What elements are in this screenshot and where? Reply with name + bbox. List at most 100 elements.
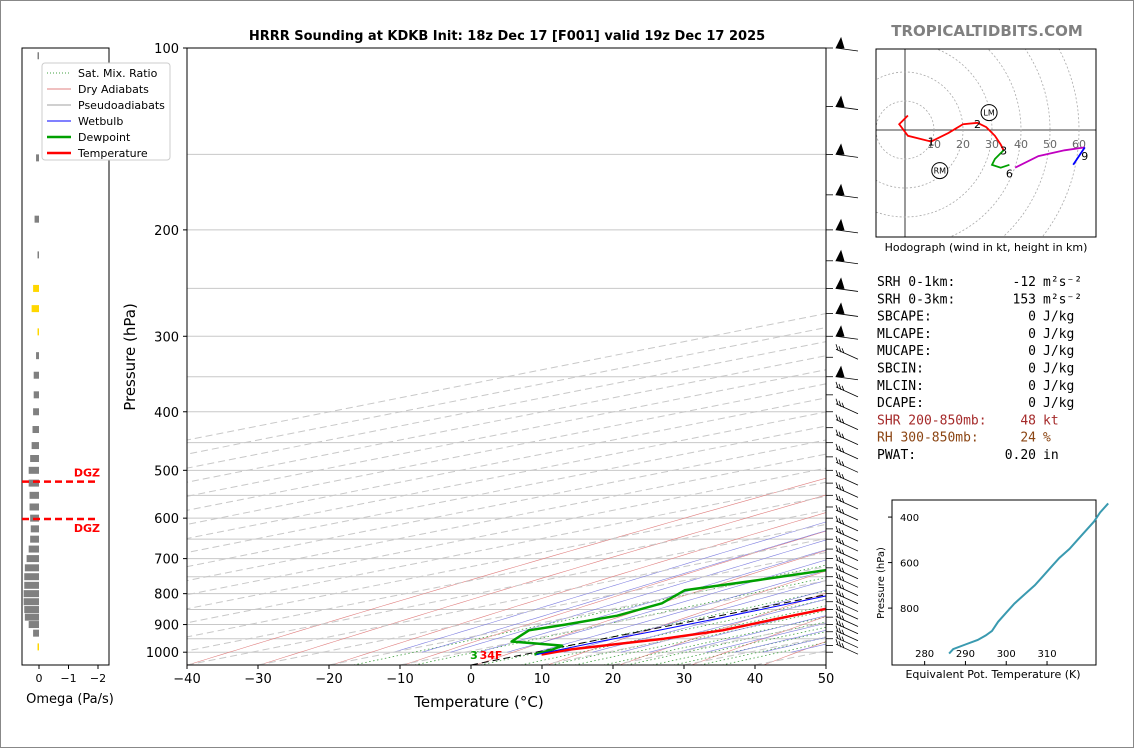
omega-bar — [37, 643, 39, 651]
wind-barb — [835, 545, 859, 561]
wind-barb — [835, 618, 859, 635]
wind-barb — [835, 572, 859, 588]
index-value: 153 — [1013, 292, 1036, 307]
hodograph-frame — [875, 48, 1097, 238]
index-label: DCAPE: — [877, 396, 924, 411]
omega-frame — [21, 47, 110, 666]
site-watermark: TROPICALTIDBITS.COM — [891, 22, 1083, 40]
dry-adiabats — [187, 477, 826, 665]
skewt-panel: HRRR Sounding at KDKB Init: 18z Dec 17 [… — [41, 29, 859, 711]
hodograph-ring-label: 20 — [956, 138, 970, 151]
wind-barb — [835, 482, 859, 498]
dry-adiabat — [547, 570, 826, 665]
wind-barb — [835, 398, 859, 415]
theta-e-x-tick-label: 280 — [915, 649, 934, 660]
x-tick-label: 30 — [676, 672, 693, 687]
isotherm-line — [187, 341, 826, 469]
omega-bar — [26, 555, 39, 563]
storm-motion-marker — [931, 162, 949, 180]
wind-barbs — [826, 36, 859, 655]
x-tick-label: 10 — [534, 672, 551, 687]
dgz-label: DGZ — [74, 467, 100, 480]
omega-bar — [31, 442, 39, 450]
index-unit: m²s⁻² — [1043, 275, 1082, 290]
index-unit: kt — [1043, 413, 1059, 428]
omega-bar — [33, 371, 39, 379]
storm-motion-marker — [980, 104, 998, 122]
omega-bar — [23, 598, 39, 606]
x-tick-label: −30 — [244, 672, 271, 687]
dry-adiabat — [187, 477, 826, 665]
profile-lines — [510, 568, 826, 656]
y-tick-label: 100 — [154, 42, 179, 57]
y-tick-label: 700 — [154, 553, 179, 568]
isotherm-line — [187, 537, 826, 665]
index-unit: J/kg — [1043, 327, 1074, 342]
legend-entry: Sat. Mix. Ratio — [78, 67, 158, 80]
wind-barb — [835, 277, 859, 292]
wind-barb — [835, 625, 859, 642]
hodograph-ring — [1002, 49, 1051, 237]
isotherm-line — [187, 481, 826, 610]
pseudoadiabat — [422, 530, 826, 653]
omega-bar — [33, 408, 39, 416]
pseudoadiabat — [450, 539, 826, 653]
index-value: 0 — [1028, 379, 1036, 394]
omega-bars: DGZ DGZ — [22, 52, 100, 651]
theta-e-y-tick-label: 800 — [900, 604, 919, 615]
index-unit: J/kg — [1043, 344, 1074, 359]
x-tick-label: −10 — [386, 672, 413, 687]
omega-bar — [30, 535, 39, 543]
y-tick-label: 900 — [154, 619, 179, 634]
series-temperature — [541, 607, 826, 656]
pseudoadiabat — [564, 580, 826, 653]
omega-panel: DGZ DGZ 0 −1 −2 Omega (Pa/s) — [21, 47, 114, 707]
y-tick-label: 800 — [154, 588, 179, 603]
wind-barb — [835, 457, 859, 473]
omega-bar — [30, 455, 39, 463]
isotherm-line — [187, 523, 826, 652]
index-label: SRH 0-3km: — [877, 292, 955, 307]
omega-bar — [24, 606, 39, 614]
index-label: SBCAPE: — [877, 310, 932, 325]
wind-barb — [835, 218, 859, 234]
omega-bar — [30, 525, 39, 533]
index-label: PWAT: — [877, 448, 916, 463]
omega-tick-label: −2 — [90, 672, 106, 685]
dry-adiabat — [619, 592, 826, 665]
hodograph-ring — [876, 100, 935, 160]
index-unit: in — [1043, 448, 1059, 463]
isotherm-line — [187, 355, 826, 483]
dry-adiabat — [691, 615, 826, 665]
omega-x-ticks: 0 −1 −2 — [36, 665, 106, 685]
index-value: 24 — [1020, 431, 1036, 446]
index-label: MLCIN: — [877, 379, 924, 394]
mixing-ratio-line — [652, 626, 826, 665]
skewt-frame — [186, 47, 827, 666]
wind-barb — [835, 95, 859, 110]
index-label: MUCAPE: — [877, 344, 932, 359]
x-tick-label: 0 — [467, 672, 475, 687]
hodograph-height-label: 1 — [928, 136, 935, 149]
index-label: SRH 0-1km: — [877, 275, 955, 290]
theta-e-frame — [891, 499, 1097, 666]
theta-e-x-tick-label: 300 — [997, 649, 1016, 660]
x-tick-label: −20 — [315, 672, 342, 687]
dry-adiabat — [475, 550, 826, 665]
surface-temperature-label: 34F — [480, 649, 503, 662]
series-wetbulb — [536, 595, 826, 655]
wind-barb — [835, 249, 859, 265]
wind-barb — [835, 639, 859, 655]
hodograph-ring — [1041, 49, 1080, 237]
isotherm-line — [187, 495, 826, 624]
omega-bar — [31, 305, 39, 313]
omega-bar — [33, 284, 39, 292]
hodograph-height-label: 9 — [1081, 150, 1088, 163]
isotherm-line — [187, 453, 826, 582]
hodograph-height-label: 6 — [1006, 168, 1013, 181]
wind-barb — [835, 469, 859, 486]
theta-e-x-label: Equivalent Pot. Temperature (K) — [905, 668, 1080, 681]
isotherm-lines — [187, 313, 826, 665]
wind-barb — [835, 302, 859, 317]
index-value: 48 — [1020, 413, 1036, 428]
